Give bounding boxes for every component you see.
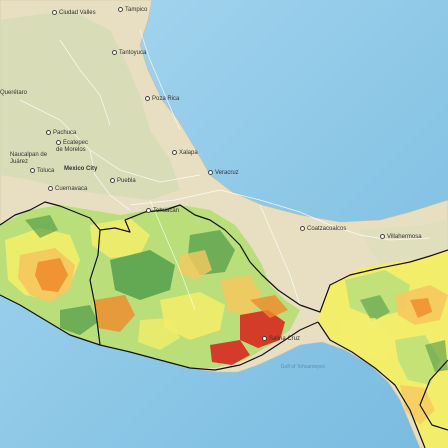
city-marker-icon [112, 50, 117, 55]
city-marker-icon [30, 168, 35, 173]
city-label-toluca[interactable]: Toluca [30, 168, 54, 175]
city-marker-icon [146, 208, 151, 213]
heatmap-east [318, 250, 448, 448]
city-label-pachuca[interactable]: Pachuca [46, 130, 76, 137]
city-marker-icon [56, 140, 61, 145]
water-label-gulf-of-tehuantepec: Gulf of Tehuantepec [280, 364, 326, 370]
city-marker-icon [46, 130, 51, 135]
city-label-xalapa[interactable]: Xalapa [172, 150, 198, 157]
city-label-poza-rica[interactable]: Poza Rica [145, 96, 179, 103]
city-label-villahermosa[interactable]: Villahermosa [380, 234, 422, 241]
city-label-ecatepec[interactable]: Ecatepec de Morelos [56, 140, 89, 154]
city-marker-icon [208, 170, 213, 175]
city-label-mexico-city[interactable]: Mexico City [64, 166, 98, 172]
city-label-queretaro[interactable]: Querétaro [0, 90, 28, 96]
city-label-puebla[interactable]: Puebla [110, 178, 136, 185]
city-label-salina-cruz[interactable]: Salina Cruz [262, 336, 300, 343]
city-marker-icon [300, 226, 305, 231]
city-marker-icon [380, 234, 385, 239]
city-label-tehuacan[interactable]: Tehuacán [146, 208, 179, 215]
city-marker-icon [172, 150, 177, 155]
highlands [0, 10, 180, 200]
city-label-veracruz[interactable]: Veracruz [208, 170, 239, 177]
city-label-tampico[interactable]: Tampico [118, 7, 147, 14]
city-marker-icon [118, 7, 123, 12]
city-marker-icon [48, 186, 53, 191]
city-marker-icon [110, 178, 115, 183]
city-marker-icon [262, 336, 267, 341]
city-label-cuernavaca[interactable]: Cuernavaca [48, 186, 87, 193]
roads [19, 29, 431, 311]
city-label-tantoyuca[interactable]: Tantoyuca [112, 50, 146, 57]
city-label-naucalpan[interactable]: Naucalpan de Juárez [10, 152, 48, 165]
city-label-coatzacoalcos[interactable]: Coatzacoalcos [300, 226, 346, 233]
city-label-ciudad-valles[interactable]: Ciudad Valles [52, 10, 96, 17]
city-marker-icon [145, 96, 150, 101]
heatmap-west [0, 205, 300, 368]
state-borders [0, 201, 448, 448]
city-marker-icon [52, 10, 57, 15]
